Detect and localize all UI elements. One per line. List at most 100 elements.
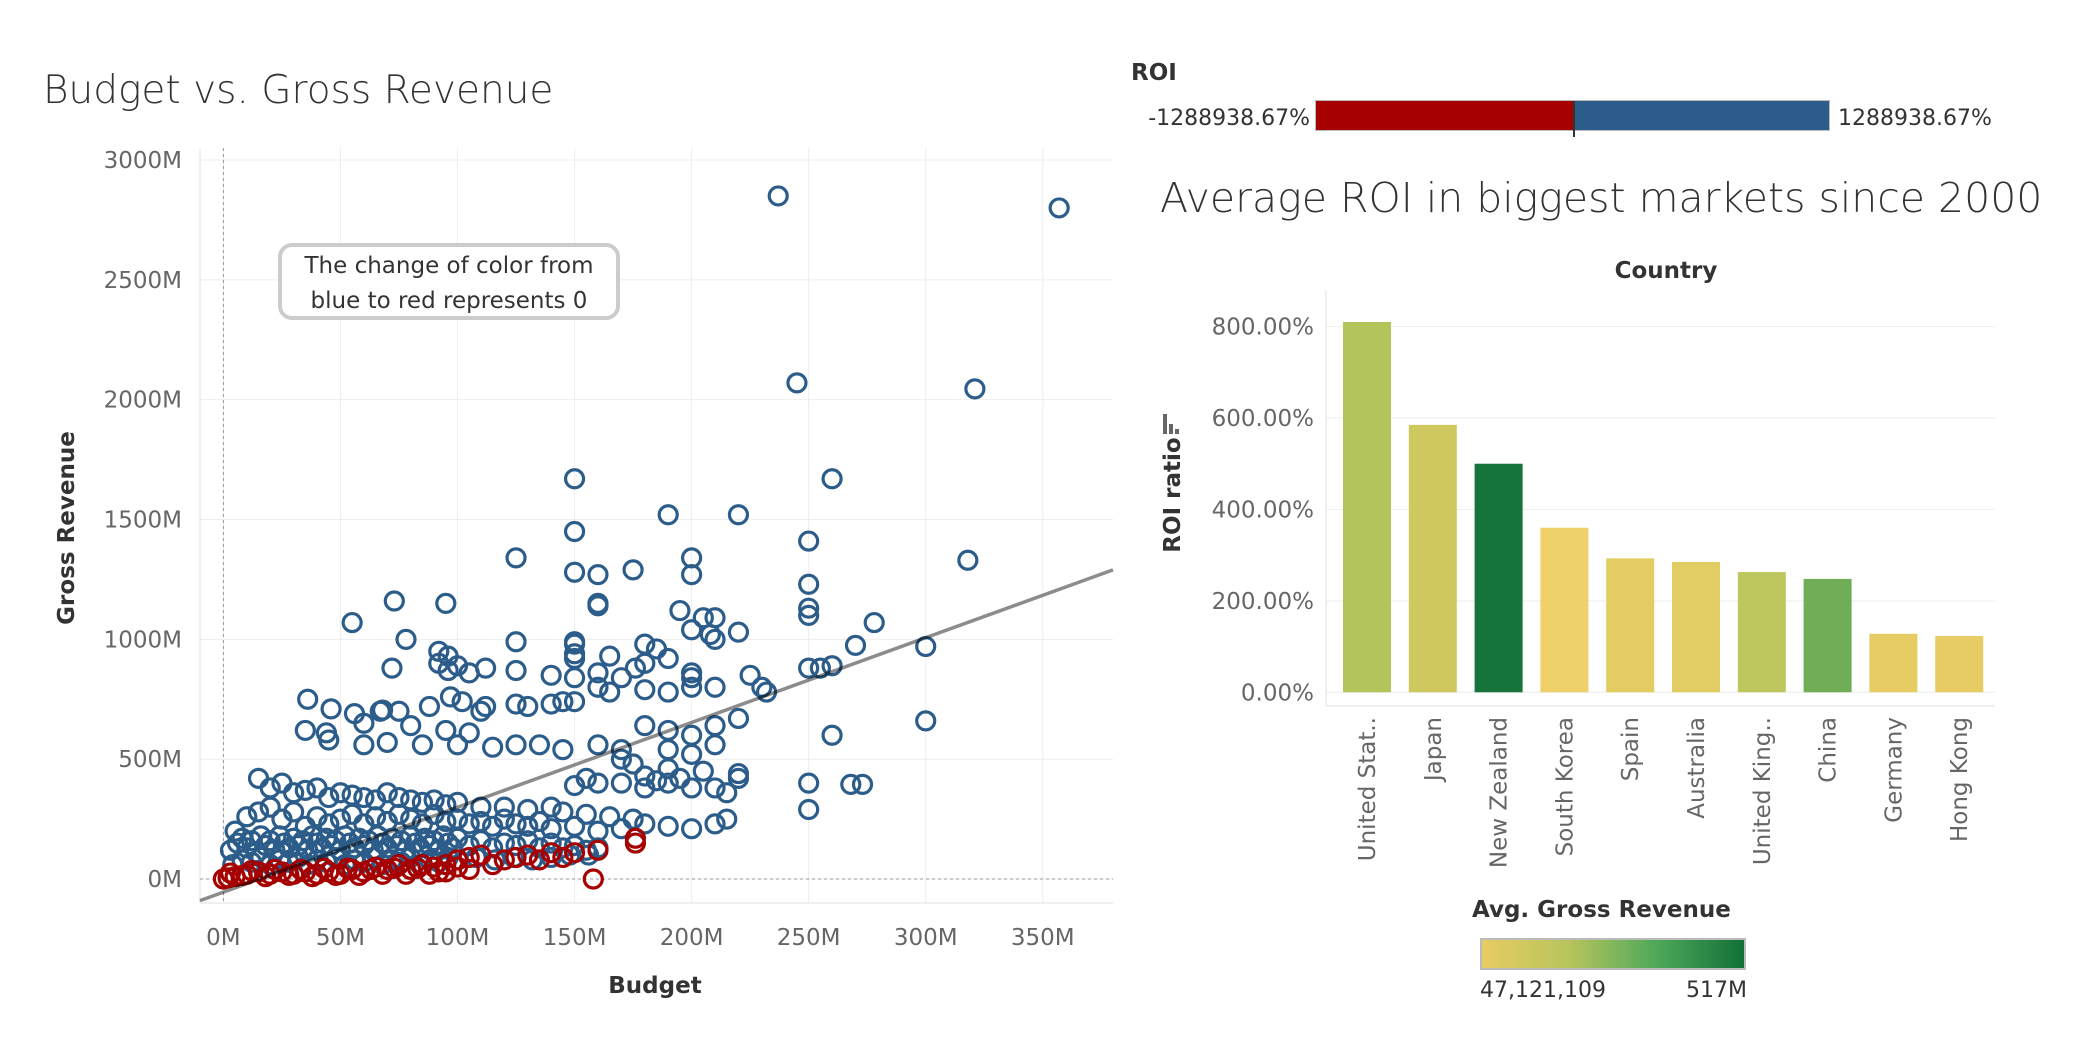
data-point (704, 813, 726, 835)
bar (1408, 424, 1457, 693)
data-point (306, 777, 328, 799)
x-tick-label: Germany (1881, 717, 1907, 823)
data-point (540, 818, 562, 840)
data-point (669, 767, 691, 789)
x-tick-label: 350M (1011, 925, 1075, 951)
annotation-box (278, 243, 620, 320)
data-point (505, 734, 527, 756)
data-point (341, 803, 363, 825)
data-point (318, 729, 340, 751)
roi-color-legend[interactable] (1315, 100, 1830, 137)
data-point (540, 664, 562, 686)
data-point (418, 695, 441, 718)
y-tick-label: 200.00% (1212, 589, 1314, 615)
data-point (435, 810, 457, 833)
data-point (353, 734, 375, 756)
data-point (505, 547, 527, 569)
data-point (236, 806, 258, 828)
gradient-legend-label: Avg. Gross Revenue (1472, 897, 1731, 923)
bar (1606, 558, 1655, 693)
data-point (657, 815, 679, 837)
y-tick-label: 3000M (104, 148, 182, 174)
data-point (844, 634, 867, 656)
data-point (610, 818, 632, 840)
annotation-line-1: The change of color from (304, 253, 594, 279)
data-point (517, 844, 539, 866)
data-point (767, 185, 789, 207)
data-point (699, 623, 721, 646)
bar-chart[interactable]: 0.00% 200.00% 400.00% 600.00% 800.00% Country… (1130, 0, 2074, 900)
data-point (388, 700, 410, 722)
data-point (505, 659, 527, 682)
data-point (458, 813, 480, 835)
data-point (599, 645, 621, 667)
data-point (458, 858, 480, 881)
data-point (388, 803, 410, 825)
bar (1737, 572, 1786, 693)
data-point (219, 862, 242, 884)
data-point (681, 564, 703, 586)
data-point (704, 715, 726, 737)
bar (1474, 463, 1523, 693)
data-point (475, 695, 497, 718)
data-point (587, 662, 609, 684)
data-point (563, 842, 586, 864)
data-point (798, 798, 820, 821)
data-point (716, 808, 738, 830)
data-point (669, 599, 691, 622)
roi-legend-min: -1288938.67% (1148, 106, 1310, 131)
x-tick-label: New Zealand (1487, 717, 1513, 868)
data-point (458, 662, 480, 684)
data-point (297, 688, 319, 710)
data-point (582, 868, 604, 890)
gradient-legend-min: 47,121,109 (1480, 978, 1606, 1003)
data-point (439, 686, 462, 708)
data-point (451, 691, 473, 713)
data-point (505, 693, 527, 715)
data-point (755, 681, 778, 703)
data-point (704, 734, 726, 756)
y-tick-label: 1500M (104, 508, 182, 534)
data-point (482, 854, 504, 876)
y-tick-label: 2000M (104, 388, 182, 414)
data-point (657, 772, 679, 794)
data-point (957, 549, 979, 571)
bar (1869, 633, 1918, 693)
bar (1672, 562, 1720, 693)
data-point (446, 734, 469, 756)
y-axis-label: Gross Revenue (54, 431, 80, 625)
sort-icon (1175, 429, 1179, 434)
data-point (681, 619, 703, 641)
data-point (821, 724, 843, 746)
x-tick-label: Japan (1421, 717, 1447, 783)
data-point (259, 777, 281, 799)
data-point (395, 628, 417, 650)
x-tick-label: 0M (206, 925, 240, 951)
data-point (610, 748, 632, 770)
data-point (681, 676, 703, 698)
data-point (493, 796, 515, 818)
data-point (411, 734, 433, 756)
data-point (395, 863, 417, 885)
data-point (624, 832, 647, 854)
data-point (407, 857, 429, 879)
x-tick-label: 100M (426, 925, 490, 951)
gradient-legend-bar[interactable] (1480, 938, 1746, 970)
data-point (727, 504, 750, 526)
scatter-plot[interactable]: 0M 50M 100M 150M 200M 250M 300M 350M 0M 500M 1000M… (0, 0, 1130, 1044)
data-point (435, 861, 457, 883)
y-tick-label: 0.00% (1241, 680, 1314, 706)
data-point (863, 611, 885, 634)
data-point (575, 803, 597, 825)
x-tick-label: Spain (1618, 717, 1644, 781)
data-point (809, 657, 831, 679)
y-tick-label: 400.00% (1212, 497, 1314, 523)
data-point (587, 564, 609, 586)
data-point (458, 722, 480, 744)
data-point (435, 719, 457, 742)
data-point (587, 734, 609, 756)
roi-legend-max: 1288938.67% (1838, 106, 1992, 131)
data-point (786, 372, 808, 394)
x-tick-label: 200M (660, 925, 724, 951)
data-point (329, 782, 352, 804)
